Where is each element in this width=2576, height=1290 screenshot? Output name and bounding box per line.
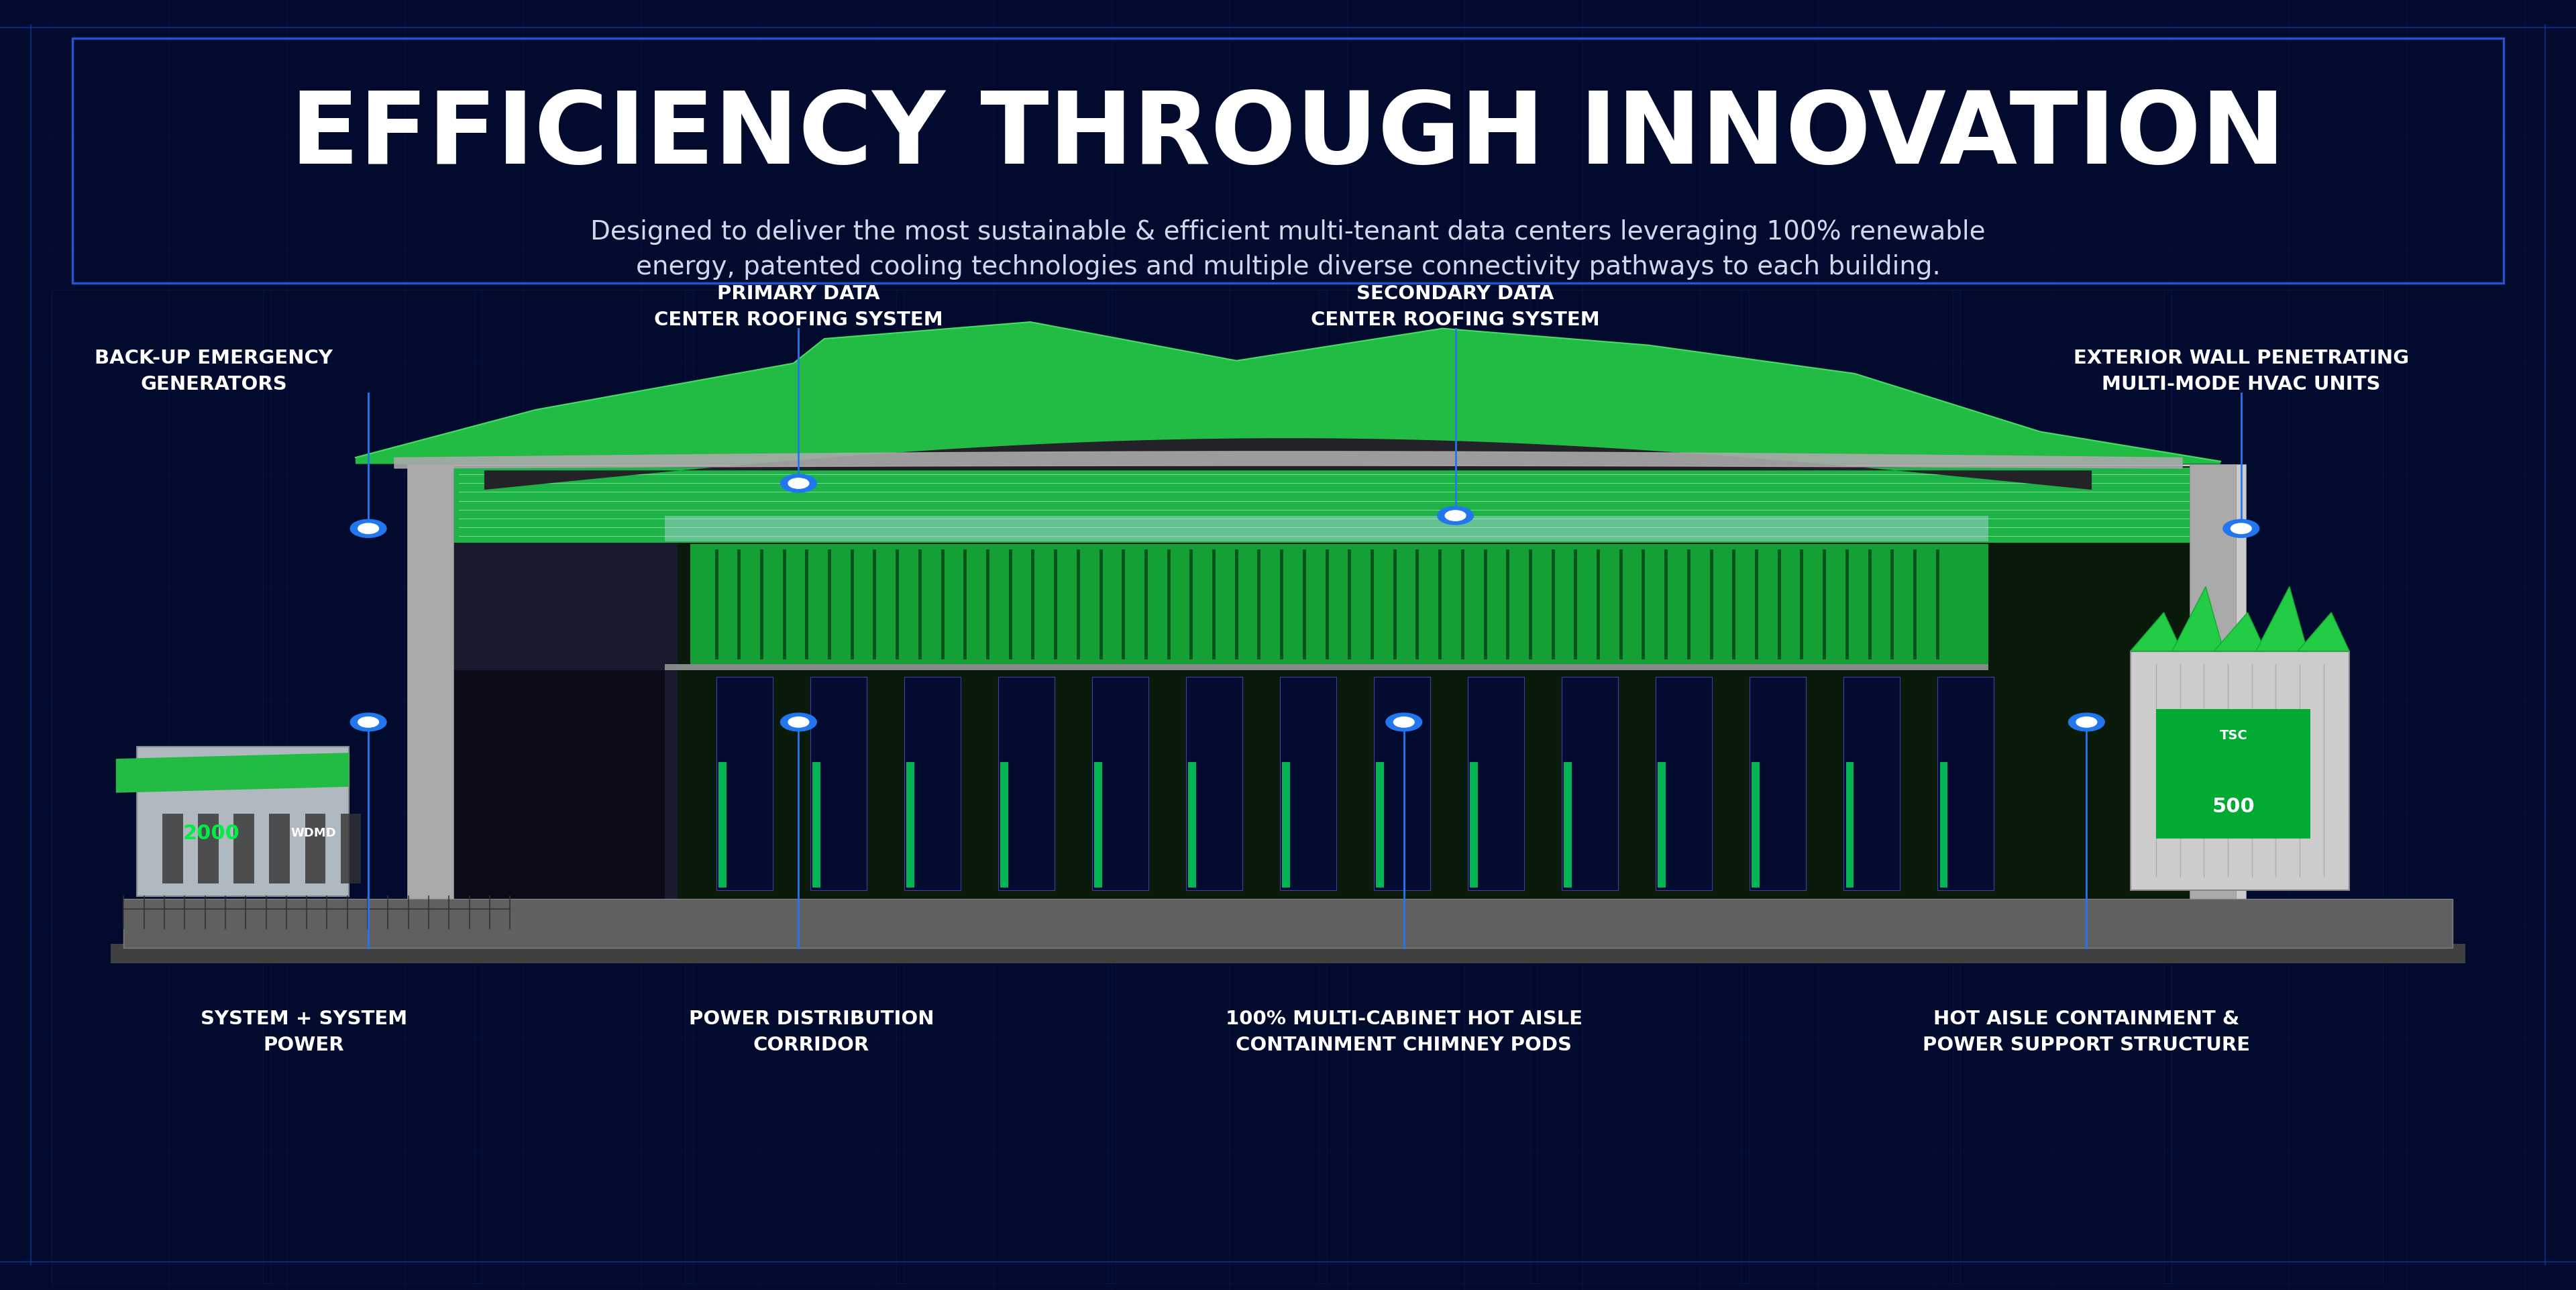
Bar [719,762,726,888]
Circle shape [358,524,379,534]
Circle shape [2069,713,2105,731]
Polygon shape [484,439,2092,490]
Bar [304,814,325,884]
Text: HOT AISLE CONTAINMENT &
POWER SUPPORT STRUCTURE: HOT AISLE CONTAINMENT & POWER SUPPORT ST… [1922,1009,2251,1054]
Bar [1752,762,1759,888]
Bar [446,467,2221,899]
Bar [340,814,361,884]
Polygon shape [2298,613,2349,651]
Bar [665,664,1989,671]
Circle shape [1437,507,1473,525]
Polygon shape [2213,613,2267,651]
Bar [1749,677,1806,890]
Text: 500: 500 [2213,796,2254,817]
Bar [446,541,677,899]
Text: EXTERIOR WALL PENETRATING
MULTI-MODE HVAC UNITS: EXTERIOR WALL PENETRATING MULTI-MODE HVA… [2074,348,2409,393]
Bar [1659,762,1667,888]
Bar [665,516,1989,542]
Bar [1095,762,1103,888]
Bar [1937,677,1994,890]
Bar [407,464,2246,903]
Circle shape [350,520,386,538]
Polygon shape [355,322,2221,464]
Bar [907,762,914,888]
Bar [407,464,453,903]
Text: SECONDARY DATA
CENTER ROOFING SYSTEM: SECONDARY DATA CENTER ROOFING SYSTEM [1311,284,1600,329]
Text: BACK-UP EMERGENCY
GENERATORS: BACK-UP EMERGENCY GENERATORS [95,348,332,393]
Bar [1844,677,1901,890]
Bar [1940,762,1947,888]
Text: 100% MULTI-CABINET HOT AISLE
CONTAINMENT CHIMNEY PODS: 100% MULTI-CABINET HOT AISLE CONTAINMENT… [1226,1009,1582,1054]
Text: TSC: TSC [2221,729,2246,742]
Bar [1847,762,1855,888]
Bar [1656,677,1713,890]
Text: PRIMARY DATA
CENTER ROOFING SYSTEM: PRIMARY DATA CENTER ROOFING SYSTEM [654,284,943,329]
Bar [1564,762,1571,888]
Bar [1561,677,1618,890]
Circle shape [2076,717,2097,728]
Text: Designed to deliver the most sustainable & efficient multi-tenant data centers l: Designed to deliver the most sustainable… [590,219,1986,245]
Text: EFFICIENCY THROUGH INNOVATION: EFFICIENCY THROUGH INNOVATION [291,86,2285,184]
Bar [999,762,1007,888]
Bar [997,677,1054,890]
Bar [1471,762,1479,888]
Text: 2000: 2000 [183,823,240,842]
Bar [1185,677,1242,890]
Bar [162,814,183,884]
Bar [690,544,1989,664]
Bar [811,762,819,888]
Polygon shape [1340,361,1958,462]
Circle shape [1394,717,1414,728]
Bar [446,671,665,899]
Polygon shape [2130,613,2182,651]
Bar [1468,677,1525,890]
Bar [124,899,2452,948]
Bar [716,677,773,890]
Circle shape [2231,524,2251,534]
Bar [1376,762,1383,888]
Text: POWER DISTRIBUTION
CORRIDOR: POWER DISTRIBUTION CORRIDOR [688,1009,935,1054]
Polygon shape [2257,587,2308,651]
Bar [234,814,255,884]
Text: SYSTEM + SYSTEM
POWER: SYSTEM + SYSTEM POWER [201,1009,407,1054]
Bar [1092,677,1149,890]
Bar [2130,651,2349,890]
Bar [809,677,866,890]
Bar [198,814,219,884]
Bar [137,747,350,897]
Circle shape [781,713,817,731]
Circle shape [350,713,386,731]
Circle shape [2223,520,2259,538]
Bar [904,677,961,890]
Bar [1280,677,1337,890]
Text: WDMD: WDMD [291,827,337,838]
Bar [1188,762,1195,888]
Polygon shape [2172,587,2223,651]
Circle shape [1445,511,1466,521]
Bar [111,944,2465,964]
Bar [2156,710,2311,838]
Bar [1283,762,1291,888]
Text: energy, patented cooling technologies and multiple diverse connectivity pathways: energy, patented cooling technologies an… [636,254,1940,280]
Bar [446,468,2221,543]
Circle shape [788,717,809,728]
Bar [270,814,291,884]
Bar [2190,464,2236,903]
Circle shape [1386,713,1422,731]
Circle shape [781,475,817,493]
Circle shape [788,479,809,489]
Bar [1373,677,1430,890]
Circle shape [358,717,379,728]
Polygon shape [116,753,350,793]
